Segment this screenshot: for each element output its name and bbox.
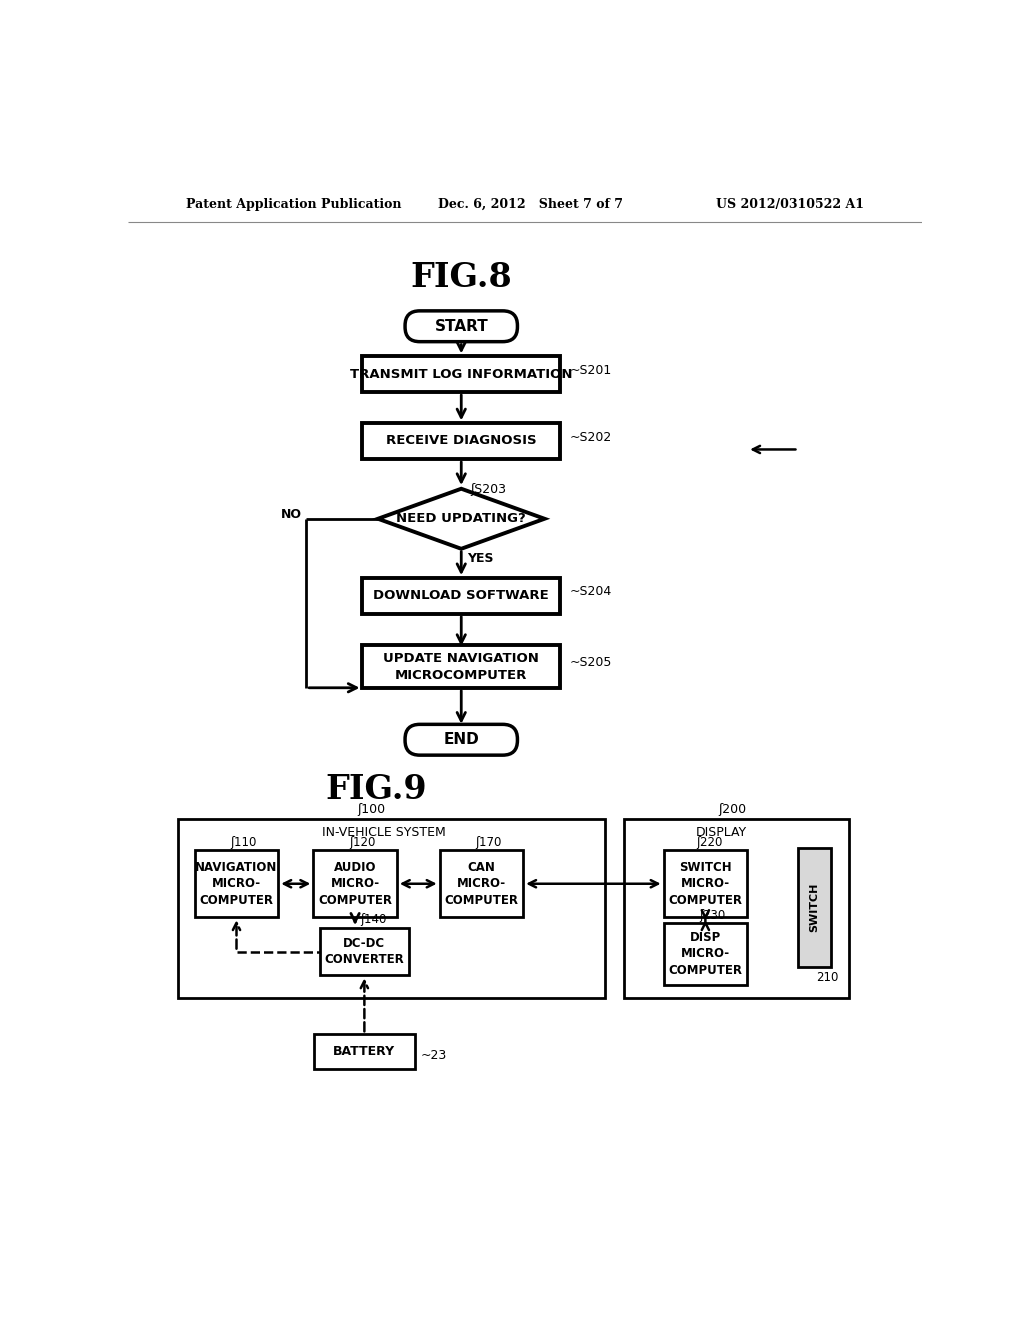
Bar xyxy=(314,1035,415,1069)
Text: ~23: ~23 xyxy=(421,1049,447,1063)
Text: ʃ220: ʃ220 xyxy=(696,836,723,849)
Text: ~S201: ~S201 xyxy=(569,363,611,376)
Bar xyxy=(664,923,748,985)
Text: YES: YES xyxy=(467,552,494,565)
Text: ʃ110: ʃ110 xyxy=(230,836,257,849)
Text: ʃ100: ʃ100 xyxy=(357,804,385,816)
Text: ʃ200: ʃ200 xyxy=(719,804,746,816)
Text: FIG.9: FIG.9 xyxy=(326,774,427,807)
Text: RECEIVE DIAGNOSIS: RECEIVE DIAGNOSIS xyxy=(386,434,537,447)
Bar xyxy=(799,847,830,966)
Text: DISPLAY: DISPLAY xyxy=(695,825,746,838)
Text: NAVIGATION
MICRO-
COMPUTER: NAVIGATION MICRO- COMPUTER xyxy=(196,861,278,907)
Text: AUDIO
MICRO-
COMPUTER: AUDIO MICRO- COMPUTER xyxy=(318,861,392,907)
Text: IN-VEHICLE SYSTEM: IN-VEHICLE SYSTEM xyxy=(322,825,445,838)
Text: NEED UPDATING?: NEED UPDATING? xyxy=(396,512,526,525)
Bar xyxy=(362,356,560,392)
Text: UPDATE NAVIGATION
MICROCOMPUTER: UPDATE NAVIGATION MICROCOMPUTER xyxy=(383,652,540,681)
Text: ~S202: ~S202 xyxy=(569,430,611,444)
Bar xyxy=(624,818,849,998)
Text: NO: NO xyxy=(282,508,302,521)
Text: 210: 210 xyxy=(816,972,839,985)
Text: DC-DC
CONVERTER: DC-DC CONVERTER xyxy=(325,937,404,966)
Text: Patent Application Publication: Patent Application Publication xyxy=(186,198,401,211)
Bar xyxy=(664,850,748,917)
Text: BATTERY: BATTERY xyxy=(334,1045,395,1059)
Bar xyxy=(313,850,397,917)
Text: ~S205: ~S205 xyxy=(569,656,611,669)
Text: ʃ120: ʃ120 xyxy=(349,836,375,849)
Text: ʃ170: ʃ170 xyxy=(475,836,502,849)
Text: DOWNLOAD SOFTWARE: DOWNLOAD SOFTWARE xyxy=(374,589,549,602)
Text: ʃ230: ʃ230 xyxy=(699,908,725,921)
Bar xyxy=(319,928,409,975)
Bar xyxy=(195,850,279,917)
Bar xyxy=(362,422,560,459)
Text: ~S204: ~S204 xyxy=(569,585,611,598)
Polygon shape xyxy=(378,488,545,549)
Bar xyxy=(439,850,523,917)
Bar xyxy=(362,645,560,688)
Bar xyxy=(178,818,604,998)
FancyBboxPatch shape xyxy=(406,312,517,342)
Text: Dec. 6, 2012   Sheet 7 of 7: Dec. 6, 2012 Sheet 7 of 7 xyxy=(438,198,623,211)
FancyBboxPatch shape xyxy=(406,725,517,755)
Text: SWITCH
MICRO-
COMPUTER: SWITCH MICRO- COMPUTER xyxy=(669,861,742,907)
Text: TRANSMIT LOG INFORMATION: TRANSMIT LOG INFORMATION xyxy=(350,367,572,380)
Text: DISP
MICRO-
COMPUTER: DISP MICRO- COMPUTER xyxy=(669,931,742,977)
Text: ʃS203: ʃS203 xyxy=(471,483,507,496)
Text: ʃ140: ʃ140 xyxy=(360,913,387,927)
Text: START: START xyxy=(434,318,488,334)
Text: FIG.8: FIG.8 xyxy=(411,261,512,294)
Bar xyxy=(362,578,560,614)
Text: END: END xyxy=(443,733,479,747)
Text: CAN
MICRO-
COMPUTER: CAN MICRO- COMPUTER xyxy=(444,861,518,907)
Text: SWITCH: SWITCH xyxy=(810,883,819,932)
Text: US 2012/0310522 A1: US 2012/0310522 A1 xyxy=(716,198,864,211)
